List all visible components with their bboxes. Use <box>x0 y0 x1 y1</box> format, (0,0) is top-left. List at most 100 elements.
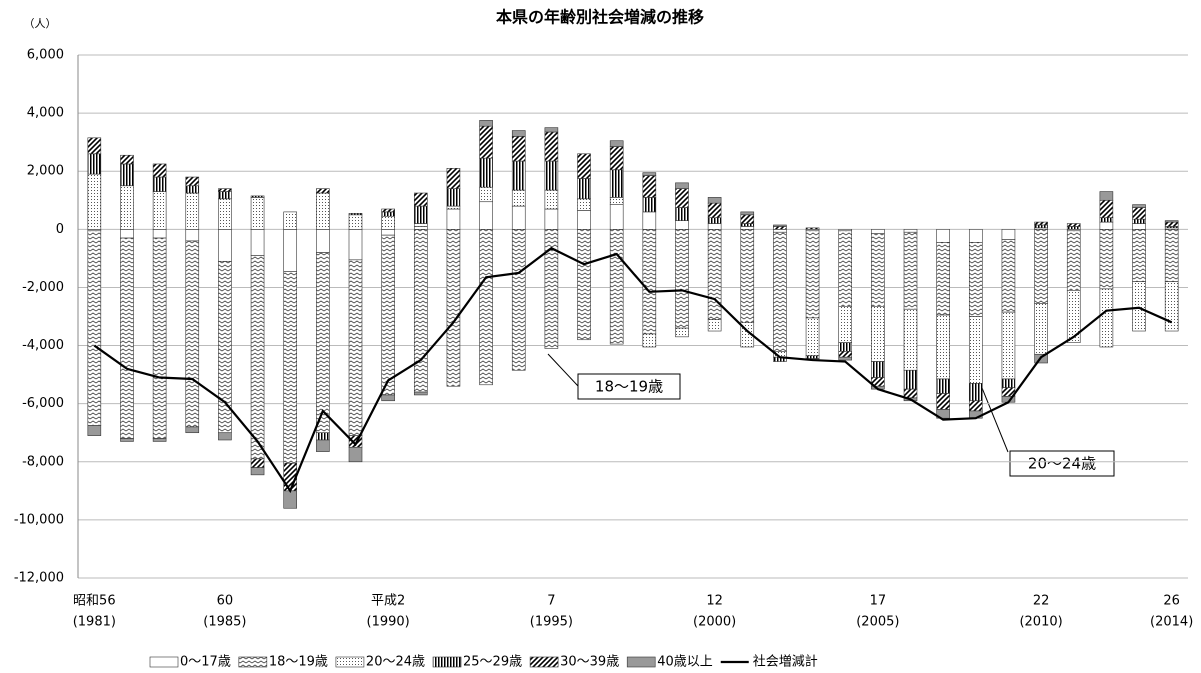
bar-segment <box>1132 223 1146 230</box>
bar-segment <box>707 197 722 204</box>
bar-segment <box>1099 217 1114 223</box>
legend-label: 25〜29歳 <box>463 655 522 670</box>
x-tick-label: (1981) <box>73 615 116 630</box>
bar-segment <box>479 186 493 203</box>
bar-segment <box>446 229 461 387</box>
x-tick-label: 22 <box>1033 594 1050 609</box>
bar-segment <box>609 140 624 147</box>
bar-segment <box>675 220 689 230</box>
bar-segment <box>218 229 232 262</box>
bar-segment <box>152 191 167 230</box>
legend-swatch <box>335 656 365 668</box>
bar-segment <box>903 308 918 371</box>
bar-segment <box>903 369 918 390</box>
x-tick-label: (1995) <box>530 615 573 630</box>
bar-segment <box>348 214 363 230</box>
bar-segment <box>936 409 950 419</box>
bar-segment <box>707 229 722 320</box>
bar-segment <box>1164 229 1179 282</box>
annotation-box <box>577 373 681 400</box>
bar-segment <box>381 215 395 230</box>
bar-segment <box>120 185 134 230</box>
bar-segment <box>511 229 526 371</box>
bar-segment <box>838 342 853 352</box>
bar-segment <box>479 125 493 159</box>
bar-segment <box>1001 311 1016 380</box>
x-tick-label: (1985) <box>203 615 246 630</box>
bar-segment <box>1066 226 1081 230</box>
y-tick-label: -12,000 <box>14 571 64 586</box>
bar-segment <box>511 205 526 230</box>
bar-segment <box>381 211 395 217</box>
bar-segment <box>152 229 167 239</box>
bar-segment <box>348 229 363 261</box>
bar-segment <box>283 490 298 509</box>
legend-swatch <box>238 656 268 668</box>
bar-segment <box>1001 239 1016 313</box>
bar-segment <box>642 172 657 176</box>
bar-segment <box>838 356 853 361</box>
x-tick-label: 昭和56 <box>73 594 116 609</box>
bar-segment <box>185 176 200 187</box>
bar-segment <box>740 223 755 227</box>
bar-segment <box>446 188 461 207</box>
chart-title: 本県の年齢別社会増減の推移 <box>496 8 704 27</box>
bar-segment <box>1099 199 1114 219</box>
bar-segment <box>185 229 200 242</box>
x-tick-label: 12 <box>706 594 723 609</box>
bar-segment <box>838 230 853 307</box>
y-tick-label: 4,000 <box>27 106 64 121</box>
bar-segment <box>773 224 787 227</box>
bar-segment <box>609 229 624 345</box>
bar-segment <box>968 316 983 384</box>
bar-segment <box>544 189 559 210</box>
bar-segment <box>1132 281 1146 332</box>
bar-segment <box>544 160 559 191</box>
bar-segment <box>936 393 950 410</box>
legend-swatch <box>529 656 559 668</box>
bar-segment <box>316 439 330 452</box>
bar-segment <box>381 229 395 236</box>
bar-segment <box>675 327 689 338</box>
bar-segment <box>740 229 755 323</box>
bar-segment <box>740 211 755 216</box>
bar-segment <box>316 432 330 441</box>
bar-segment <box>152 176 167 192</box>
bar-segment <box>316 229 330 253</box>
annotation: 18〜19歳 <box>595 378 663 396</box>
bar-segment <box>152 163 167 178</box>
bar-segment <box>479 201 493 230</box>
bar-segment <box>87 230 102 426</box>
bar-segment <box>871 361 885 378</box>
bar-segment <box>413 192 428 207</box>
bar-segment <box>968 400 983 412</box>
legend-label: 20〜24歳 <box>366 655 425 670</box>
bar-segment <box>805 355 820 359</box>
bar-segment <box>805 230 820 319</box>
bar-segment <box>120 163 134 187</box>
legend-label: 18〜19歳 <box>269 655 328 670</box>
bar-segment <box>1001 229 1016 240</box>
bar-segment <box>903 229 918 233</box>
legend-label: 40歳以上 <box>657 655 713 670</box>
bar-segment <box>316 252 330 434</box>
bar-segment <box>936 314 950 380</box>
y-tick-label: -2,000 <box>22 280 64 295</box>
bar-segment <box>381 208 395 213</box>
bar-segment <box>185 185 200 194</box>
bar-segment <box>446 168 461 189</box>
legend-swatch <box>149 656 179 668</box>
bar-segment <box>642 197 657 213</box>
bar-segment <box>218 191 232 200</box>
y-tick-label: -10,000 <box>14 512 64 527</box>
bar-segment <box>1001 378 1016 388</box>
bar-segment <box>446 205 461 210</box>
bar-segment <box>642 333 657 348</box>
x-tick-label: 60 <box>217 594 234 609</box>
bar-segment <box>1132 204 1146 208</box>
bar-segment <box>316 188 330 194</box>
bar-segment <box>675 207 689 221</box>
y-unit: （人） <box>24 17 57 30</box>
bar-segment <box>218 198 232 230</box>
bar-segment <box>479 120 493 127</box>
